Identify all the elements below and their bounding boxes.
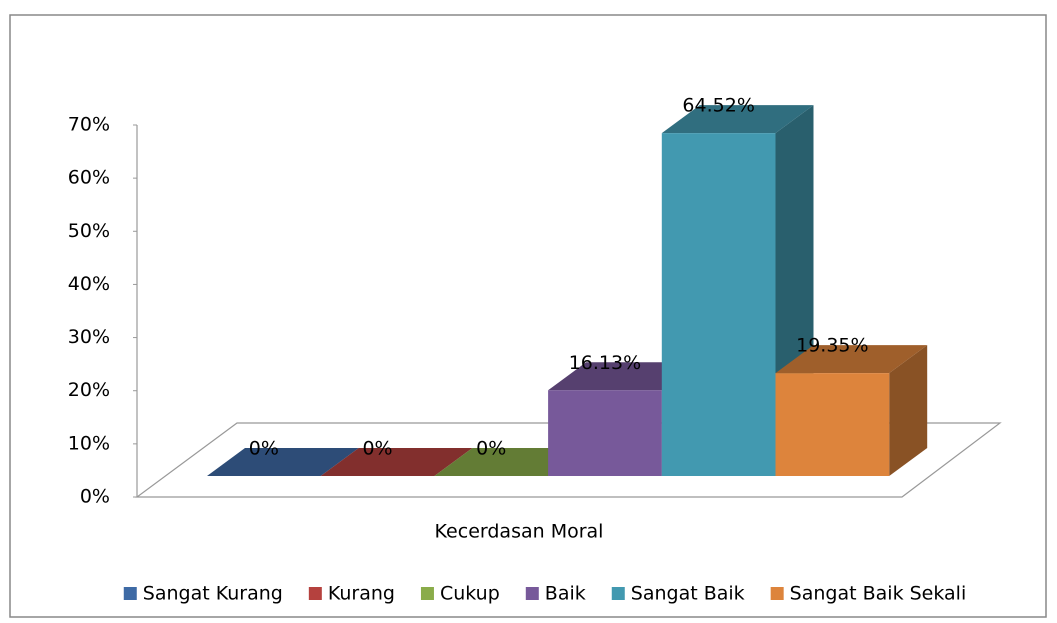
bar: [320, 448, 473, 476]
legend-swatch: [525, 587, 539, 600]
bar: [775, 345, 928, 476]
legend-label: Baik: [545, 583, 586, 605]
data-label: 0%: [362, 438, 392, 460]
legend-label: Cukup: [440, 583, 500, 605]
y-tick-label: 20%: [68, 379, 110, 401]
bar-front: [661, 133, 776, 476]
bar-top: [320, 448, 473, 476]
legend-swatch: [420, 587, 434, 600]
bar-top: [775, 345, 928, 374]
legend-swatch: [123, 587, 137, 600]
bar-top: [661, 105, 814, 134]
legend-swatch: [611, 587, 625, 600]
y-tick-label: 60%: [68, 167, 110, 189]
bar: [661, 105, 814, 476]
chart-frame: [9, 14, 1047, 618]
bar-side: [889, 345, 928, 476]
data-label: 19.35%: [796, 335, 868, 357]
data-label: 16.13%: [569, 352, 641, 374]
data-label: 64.52%: [682, 95, 754, 117]
legend-label: Kurang: [328, 583, 395, 605]
legend-swatch: [770, 587, 784, 600]
legend-label: Sangat Baik: [631, 583, 745, 605]
data-label: 0%: [249, 438, 279, 460]
bar-front: [775, 373, 890, 476]
bar: [207, 448, 359, 476]
legend-label: Sangat Kurang: [143, 583, 283, 605]
bar-front: [548, 390, 662, 476]
y-tick-label: 70%: [68, 114, 110, 136]
y-tick-label: 50%: [68, 220, 110, 242]
data-label: 0%: [476, 438, 506, 460]
y-tick-label: 0%: [80, 486, 110, 508]
x-tick-label: Kecerdasan Moral: [435, 521, 604, 543]
y-tick-label: 40%: [68, 273, 110, 295]
y-tick-label: 30%: [68, 326, 110, 348]
y-tick-label: 10%: [68, 432, 110, 454]
bar-top: [207, 448, 359, 476]
legend-label: Sangat Baik Sekali: [790, 583, 967, 605]
legend-swatch: [308, 587, 322, 600]
